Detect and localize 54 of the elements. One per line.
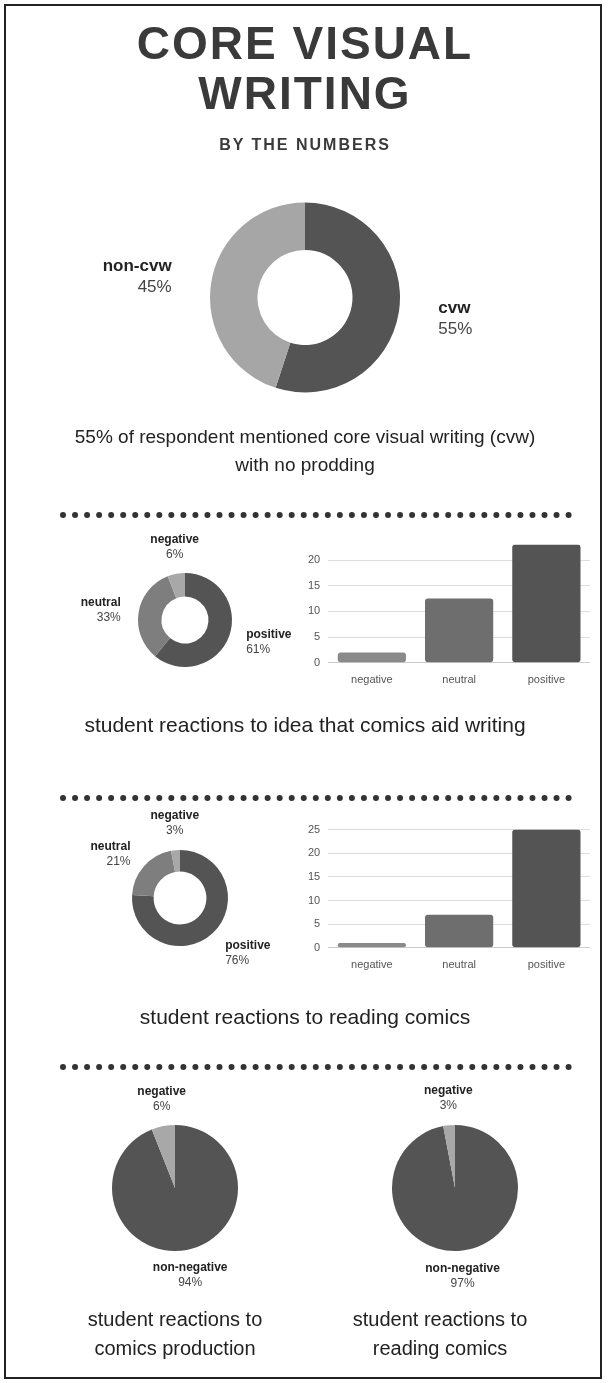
chart-subtitle: BY THE NUMBERS — [218, 136, 392, 154]
y-tick-label: 10 — [307, 604, 321, 617]
data-label: 3% — [166, 823, 184, 838]
bar — [425, 598, 494, 663]
text: student reactions to idea that comics aid writing — [83, 712, 527, 738]
text: student reactions to comics production — [86, 1307, 264, 1361]
y-tick-label: 5 — [314, 630, 321, 643]
data-label: 55% — [438, 319, 473, 339]
chart-title: CORE VISUAL WRITING — [135, 17, 475, 119]
y-tick-label: 20 — [307, 846, 321, 859]
slice-label: cvw — [438, 298, 472, 318]
data-label: 21% — [106, 854, 131, 869]
y-tick-label: 0 — [314, 940, 321, 953]
y-tick-label: 0 — [314, 655, 321, 668]
data-label: 6% — [153, 1099, 171, 1114]
data-label: 97% — [450, 1275, 475, 1290]
slice-label: positive — [225, 938, 271, 953]
x-tick-label: negative — [351, 958, 393, 971]
data-label: 94% — [178, 1274, 203, 1289]
slice-label: non-negative — [152, 1259, 228, 1274]
slice-label: non-negative — [425, 1260, 501, 1275]
data-label: 76% — [225, 953, 250, 968]
bar — [337, 943, 406, 948]
slice-label: negative — [137, 1084, 187, 1099]
bar — [512, 829, 581, 948]
slice-label: negative — [150, 531, 200, 546]
slice-label: non-cvw — [102, 255, 173, 275]
x-tick-label: neutral — [442, 958, 476, 971]
x-tick-label: negative — [351, 673, 393, 686]
bar — [337, 652, 406, 663]
slice-label: negative — [150, 808, 200, 823]
text: student reactions to reading comics — [138, 1004, 472, 1030]
slice-label: positive — [246, 627, 292, 642]
data-label: 45% — [137, 277, 172, 297]
data-label: 61% — [246, 642, 271, 657]
x-tick-label: positive — [527, 958, 566, 971]
bar — [425, 914, 494, 948]
data-label: 33% — [96, 609, 122, 624]
bar — [512, 544, 581, 663]
y-tick-label: 15 — [307, 578, 321, 591]
x-tick-label: neutral — [442, 673, 476, 686]
data-label: 6% — [166, 546, 184, 561]
slice-label: neutral — [90, 839, 131, 854]
slice-label: neutral — [80, 594, 121, 609]
y-tick-label: 10 — [307, 893, 321, 906]
y-tick-label: 15 — [307, 869, 321, 882]
y-tick-label: 20 — [307, 553, 321, 566]
x-tick-label: positive — [527, 673, 566, 686]
text: 55% of respondent mentioned core visual writing (cvw) with no prodding — [73, 425, 537, 477]
y-tick-label: 5 — [314, 917, 321, 930]
text: student reactions to reading comics — [351, 1307, 529, 1361]
y-tick-label: 25 — [307, 822, 321, 835]
slice-label: negative — [423, 1083, 473, 1098]
data-label: 3% — [439, 1098, 458, 1113]
